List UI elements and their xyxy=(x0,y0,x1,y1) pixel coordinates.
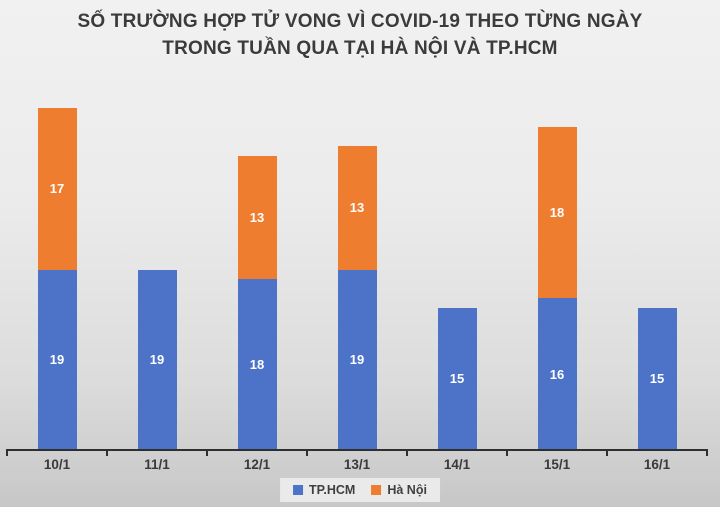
x-axis-tick xyxy=(706,450,708,456)
x-axis-tick xyxy=(506,450,508,456)
x-axis-tick xyxy=(206,450,208,456)
x-axis-tick xyxy=(306,450,308,456)
x-axis-category-label: 12/1 xyxy=(243,457,271,472)
bar-segment-tphcm: 15 xyxy=(437,307,477,450)
bar-value-label: 13 xyxy=(349,200,365,216)
bar-segment-tphcm: 19 xyxy=(37,269,77,450)
chart-title: SỐ TRƯỜNG HỢP TỬ VONG VÌ COVID-19 THEO T… xyxy=(0,8,720,62)
bar-group: 19 xyxy=(137,269,177,450)
bar-segment-hanoi: 18 xyxy=(537,127,577,298)
bar-value-label: 18 xyxy=(549,205,565,220)
x-axis-category-label: 10/1 xyxy=(43,457,71,472)
bar-value-label: 16 xyxy=(549,366,565,382)
bar-value-label: 19 xyxy=(149,352,165,368)
bar-group: 16 18 xyxy=(537,127,577,450)
bar-value-label: 15 xyxy=(649,371,665,387)
x-axis-category-label: 15/1 xyxy=(543,457,571,472)
bar-segment-hanoi: 13 xyxy=(337,146,377,270)
legend-swatch-hanoi-icon xyxy=(371,485,382,495)
bar-group: 18 13 xyxy=(237,155,277,450)
bar-segment-tphcm: 19 xyxy=(337,269,377,450)
bar-group: 19 17 xyxy=(37,108,77,450)
legend-item-hanoi: Hà Nội xyxy=(371,483,427,497)
x-axis-category-label: 11/1 xyxy=(144,457,170,472)
bar-value-label: 19 xyxy=(349,352,365,368)
bar-group: 15 xyxy=(637,307,677,450)
x-axis-category-label: 13/1 xyxy=(343,457,371,472)
legend-label-tphcm: TP.HCM xyxy=(309,483,356,497)
legend-swatch-tphcm-icon xyxy=(293,485,304,495)
bar-group: 19 13 xyxy=(337,146,377,450)
bar-segment-hanoi: 13 xyxy=(237,155,277,279)
bar-value-label: 18 xyxy=(249,357,265,372)
x-axis-tick xyxy=(106,450,108,456)
x-axis-category-label: 14/1 xyxy=(443,457,471,472)
legend: TP.HCM Hà Nội xyxy=(280,478,440,502)
bar-segment-hanoi: 17 xyxy=(37,108,77,270)
chart-title-line2: TRONG TUẦN QUA TẠI HÀ NỘI VÀ TP.HCM xyxy=(162,38,558,59)
bar-value-label: 17 xyxy=(49,181,65,197)
x-axis-tick xyxy=(6,450,8,456)
legend-item-tphcm: TP.HCM xyxy=(293,483,355,497)
x-axis-tick xyxy=(406,450,408,456)
bar-value-label: 19 xyxy=(49,352,65,368)
bar-segment-tphcm: 16 xyxy=(537,298,577,450)
x-axis-line xyxy=(6,449,708,451)
x-axis-category-label: 16/1 xyxy=(643,457,671,472)
chart-title-line1: SỐ TRƯỜNG HỢP TỬ VONG VÌ COVID-19 THEO T… xyxy=(77,11,643,32)
bar-segment-tphcm: 18 xyxy=(237,279,277,450)
bar-segment-tphcm: 19 xyxy=(137,269,177,450)
bar-value-label: 13 xyxy=(249,209,265,225)
bar-value-label: 15 xyxy=(449,371,465,387)
bar-group: 15 xyxy=(437,307,477,450)
legend-label-hanoi: Hà Nội xyxy=(387,483,427,497)
x-axis-tick xyxy=(606,450,608,456)
bar-segment-tphcm: 15 xyxy=(637,307,677,450)
